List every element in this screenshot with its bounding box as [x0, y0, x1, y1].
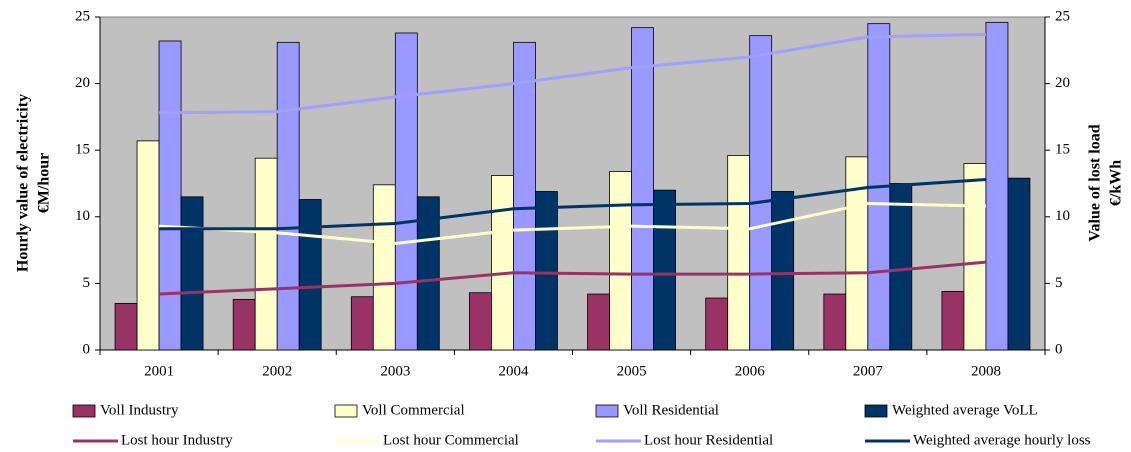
legend-swatch: [595, 404, 619, 418]
y2-tick-label: 25: [1055, 8, 1070, 24]
bar: [609, 171, 632, 351]
bar: [394, 32, 418, 351]
bar: [416, 196, 440, 351]
legend-label: Lost hour Commercial: [383, 432, 519, 448]
bar: [749, 35, 773, 351]
bar: [823, 293, 847, 351]
bar: [469, 292, 492, 351]
bar: [535, 191, 558, 351]
bar: [232, 298, 256, 351]
legend-swatch: [334, 404, 358, 418]
legend-label: Voll Commercial: [362, 402, 465, 418]
y2-tick-label: 0: [1055, 341, 1063, 357]
bar: [587, 293, 610, 351]
x-tick-label: 2003: [380, 363, 410, 379]
bar: [491, 175, 514, 351]
y2-tick-label: 15: [1055, 142, 1070, 158]
x-tick-label: 2005: [617, 363, 647, 379]
bar: [276, 41, 300, 351]
bar: [372, 184, 396, 351]
line: [159, 178, 987, 231]
y2-axis-title: Value of lost load: [1087, 124, 1104, 241]
legend-swatch: [72, 404, 96, 418]
line: [158, 201, 986, 245]
x-tick-label: 2001: [144, 363, 174, 379]
y2-tick-label: 20: [1055, 75, 1070, 91]
legend-label: Voll Residential: [623, 402, 719, 418]
bar: [889, 183, 913, 351]
legend-swatch: [864, 404, 888, 418]
y-tick-label: 5: [83, 275, 91, 291]
bar: [985, 21, 1009, 351]
bar: [727, 155, 751, 351]
x-tick-label: 2008: [971, 363, 1001, 379]
bar: [114, 302, 138, 351]
y-axis-title: €M/hour: [36, 153, 53, 213]
bar: [136, 140, 160, 351]
legend-label: Lost hour Residential: [644, 432, 773, 448]
legend-label: Weighted average hourly loss: [913, 432, 1091, 448]
x-tick-label: 2002: [262, 363, 292, 379]
x-tick-label: 2007: [853, 363, 884, 379]
line: [158, 260, 987, 296]
y-axis-title: Hourly value of electricity: [15, 94, 32, 272]
bar: [845, 156, 869, 351]
bar: [705, 297, 729, 351]
y-tick-label: 15: [75, 142, 90, 158]
bar: [513, 41, 536, 351]
line: [159, 32, 986, 115]
bar: [653, 189, 676, 351]
y-tick-label: 25: [75, 8, 90, 24]
bar: [1007, 177, 1031, 351]
bar: [941, 290, 965, 351]
bar: [298, 199, 322, 351]
y-tick-label: 10: [75, 208, 90, 224]
y-tick-label: 0: [83, 341, 91, 357]
y-tick-label: 20: [75, 75, 90, 91]
x-tick-label: 2004: [498, 363, 529, 379]
y2-axis-title: €/kWh: [1108, 160, 1125, 206]
x-tick-label: 2006: [735, 363, 766, 379]
legend-label: Weighted average VoLL: [892, 402, 1038, 418]
bar: [350, 296, 374, 351]
bar: [963, 163, 987, 351]
bar: [254, 157, 278, 351]
bar: [180, 196, 204, 351]
bar: [158, 40, 182, 351]
y2-tick-label: 10: [1055, 208, 1070, 224]
legend-label: Lost hour Industry: [121, 432, 233, 448]
legend-label: Voll Industry: [100, 402, 179, 418]
bar: [771, 191, 795, 351]
y2-tick-label: 5: [1055, 275, 1063, 291]
bar: [631, 27, 654, 351]
